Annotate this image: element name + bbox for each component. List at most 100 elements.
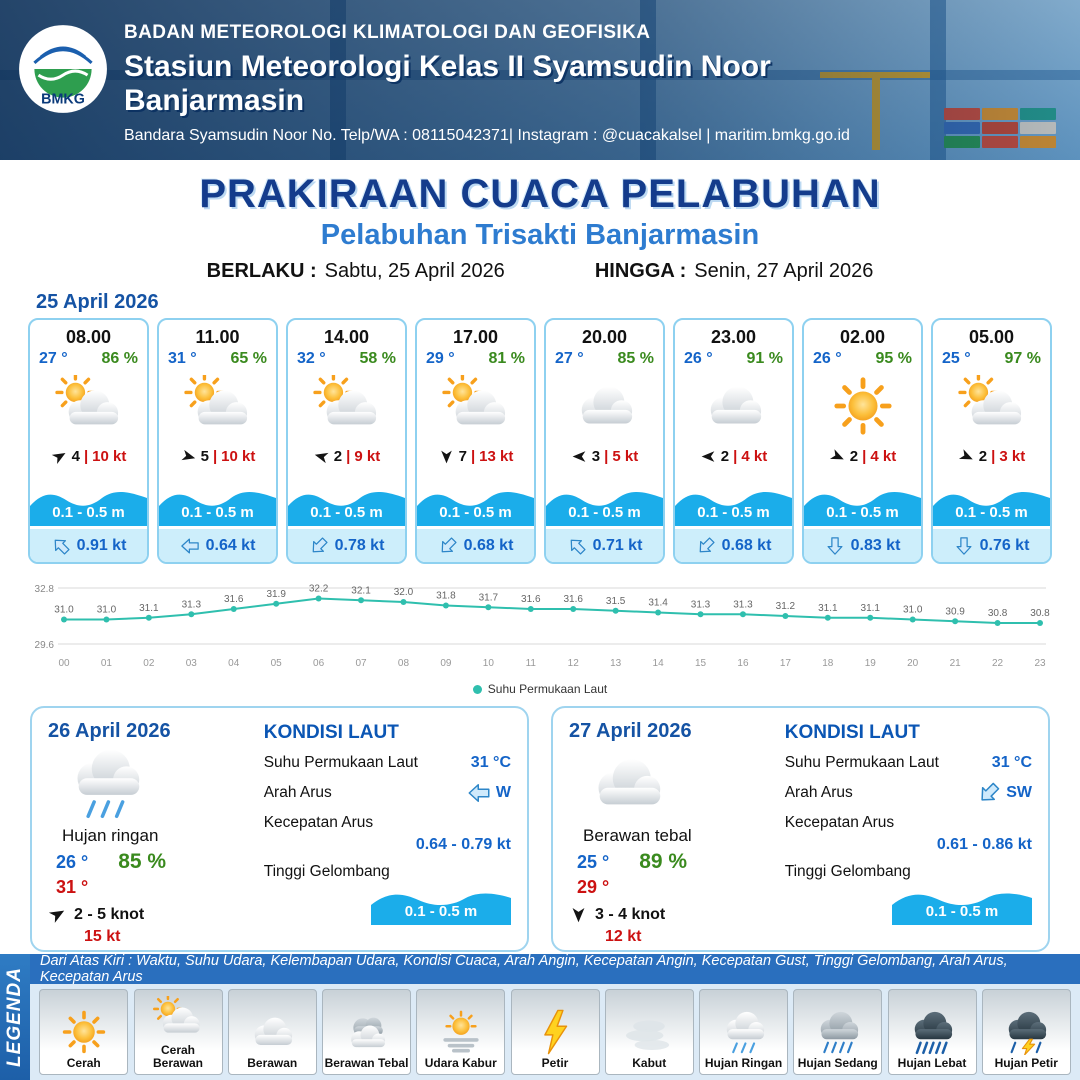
svg-text:31.6: 31.6	[521, 594, 541, 605]
wave-height-graphic: 0.1 - 0.5 m	[371, 885, 511, 925]
current-speed-label: Kecepatan Arus	[263, 814, 374, 831]
current-speed: 0.68 kt	[463, 536, 514, 554]
wave-height: 0.1 - 0.5 m	[826, 504, 899, 521]
humidity: 81 %	[488, 350, 525, 367]
day-date: 27 April 2026	[569, 720, 692, 742]
day-condition: Berawan tebal	[583, 826, 692, 845]
humidity: 86 %	[101, 350, 138, 367]
sea-current-direction-icon	[467, 781, 491, 805]
page-title: PRAKIRAAN CUACA PELABUHAN	[199, 172, 881, 216]
svg-text:30.8: 30.8	[988, 608, 1008, 619]
wind-info: 2 | 4 kt	[804, 444, 921, 468]
svg-text:31.1: 31.1	[139, 603, 159, 614]
wind-divider: |	[862, 447, 867, 465]
legend-vertical-label: LEGENDA	[4, 967, 25, 1067]
legend-item: Cerah Berawan	[133, 989, 223, 1075]
current-speed-value: 0.64 - 0.79 kt	[415, 836, 511, 853]
legend-vertical-banner: LEGENDA	[0, 954, 30, 1080]
current-info: 0.64 kt	[159, 526, 276, 562]
svg-text:21: 21	[950, 658, 962, 669]
wind-divider: |	[733, 447, 738, 465]
svg-text:31.5: 31.5	[606, 596, 626, 607]
legend-section: LEGENDA Dari Atas Kiri : Waktu, Suhu Uda…	[0, 953, 1080, 1080]
wind-info: 5 | 10 kt	[159, 444, 276, 468]
svg-text:18: 18	[822, 658, 834, 669]
thick-cloud-icon	[340, 1009, 394, 1055]
svg-text:31.0: 31.0	[97, 605, 117, 616]
day-wind-range: 2 - 5 knot	[74, 905, 145, 923]
svg-text:07: 07	[355, 658, 367, 669]
weather-icon	[933, 368, 1050, 444]
day-date: 26 April 2026	[48, 720, 171, 742]
svg-text:23: 23	[1034, 658, 1046, 669]
sun-cloud-icon	[151, 996, 205, 1042]
wave-height-band: 0.1 - 0.5 m	[804, 482, 921, 526]
current-speed: 0.83 kt	[850, 536, 901, 554]
contact-info: Bandara Syamsudin Noor No. Telp/WA : 081…	[124, 127, 850, 144]
current-direction-icon	[180, 536, 200, 556]
wind-gust: 10 kt	[221, 447, 256, 465]
valid-from-date: Sabtu, 25 April 2026	[324, 260, 505, 282]
current-direction-icon	[433, 531, 461, 559]
svg-text:32.1: 32.1	[351, 585, 371, 596]
wave-height-graphic: 0.1 - 0.5 m	[892, 885, 1032, 925]
air-temp: 27 °	[39, 350, 68, 367]
temp-max: 29 °	[577, 877, 610, 897]
wave-height-band: 0.1 - 0.5 m	[546, 482, 663, 526]
forecast-time: 08.00	[65, 327, 112, 347]
svg-text:19: 19	[865, 658, 877, 669]
svg-text:17: 17	[780, 658, 792, 669]
forecast-card: 02.00 26 ° 95 % 2 | 4 kt 0.1 - 0.5 m 0.83…	[802, 318, 923, 564]
current-direction-icon	[304, 531, 332, 559]
svg-text:31.0: 31.0	[903, 605, 923, 616]
legend-item: Hujan Sedang	[793, 989, 883, 1075]
current-speed: 0.78 kt	[334, 536, 385, 554]
legend-item: Hujan Ringan	[699, 989, 788, 1075]
forecast-time: 14.00	[323, 327, 370, 347]
lightning-icon	[528, 1009, 582, 1055]
svg-text:30.9: 30.9	[945, 606, 965, 617]
air-temp: 27 °	[555, 350, 584, 367]
day-card: 27 April 2026 Berawan tebal 25 ° 89 % 29…	[551, 706, 1050, 952]
wave-height: 0.1 - 0.5 m	[439, 504, 512, 521]
wind-speed: 5	[200, 447, 209, 465]
bmkg-logo-icon: BMKG	[19, 25, 107, 113]
wave-height: 0.1 - 0.5 m	[955, 504, 1028, 521]
wind-divider: |	[346, 447, 351, 465]
svg-text:31.7: 31.7	[479, 592, 499, 603]
wind-gust: 13 kt	[479, 447, 514, 465]
svg-text:31.3: 31.3	[182, 599, 202, 610]
current-speed-value: 0.61 - 0.86 kt	[936, 836, 1032, 853]
page-subtitle: Pelabuhan Trisakti Banjarmasin	[320, 219, 760, 251]
forecast-card: 08.00 27 ° 86 % 4 | 10 kt 0.1 - 0.5 m 0.9…	[28, 318, 149, 564]
svg-text:12: 12	[568, 658, 580, 669]
svg-text:31.3: 31.3	[691, 599, 711, 610]
day-weather-icon	[575, 745, 773, 826]
legend-label: Hujan Lebat	[897, 1055, 967, 1070]
haze-icon	[434, 1009, 488, 1055]
day-wind-direction-icon	[45, 902, 71, 928]
wave-height-band: 0.1 - 0.5 m	[675, 482, 792, 526]
legend-label: Cerah Berawan	[152, 1042, 204, 1070]
day-wind-gust: 15 kt	[84, 928, 121, 945]
wind-info: 2 | 4 kt	[675, 444, 792, 468]
forecast-card: 20.00 27 ° 85 % 3 | 5 kt 0.1 - 0.5 m 0.71…	[544, 318, 665, 564]
svg-text:20: 20	[907, 658, 919, 669]
wind-speed: 2	[978, 447, 988, 465]
light-rain-icon	[717, 1009, 771, 1055]
wave-graphic	[804, 491, 921, 526]
forecast-card: 14.00 32 ° 58 % 2 | 9 kt 0.1 - 0.5 m 0.78…	[286, 318, 407, 564]
current-direction-icon	[825, 536, 845, 556]
header-overlay	[0, 0, 1080, 160]
legend-label: Hujan Petir	[994, 1055, 1058, 1070]
air-temp: 31 °	[168, 350, 197, 367]
humidity: 95 %	[875, 350, 912, 367]
day-wind-info: 2 - 5 knot	[48, 905, 252, 924]
day-condition: Hujan ringan	[62, 826, 159, 845]
legend-item: Udara Kabur	[416, 989, 506, 1075]
sea-conditions-heading: KONDISI LAUT	[784, 722, 920, 743]
legend-label: Hujan Ringan	[704, 1055, 783, 1070]
legend-item: Kabut	[604, 989, 694, 1075]
temp-min: 26 °	[56, 851, 89, 872]
svg-text:31.8: 31.8	[436, 591, 456, 602]
